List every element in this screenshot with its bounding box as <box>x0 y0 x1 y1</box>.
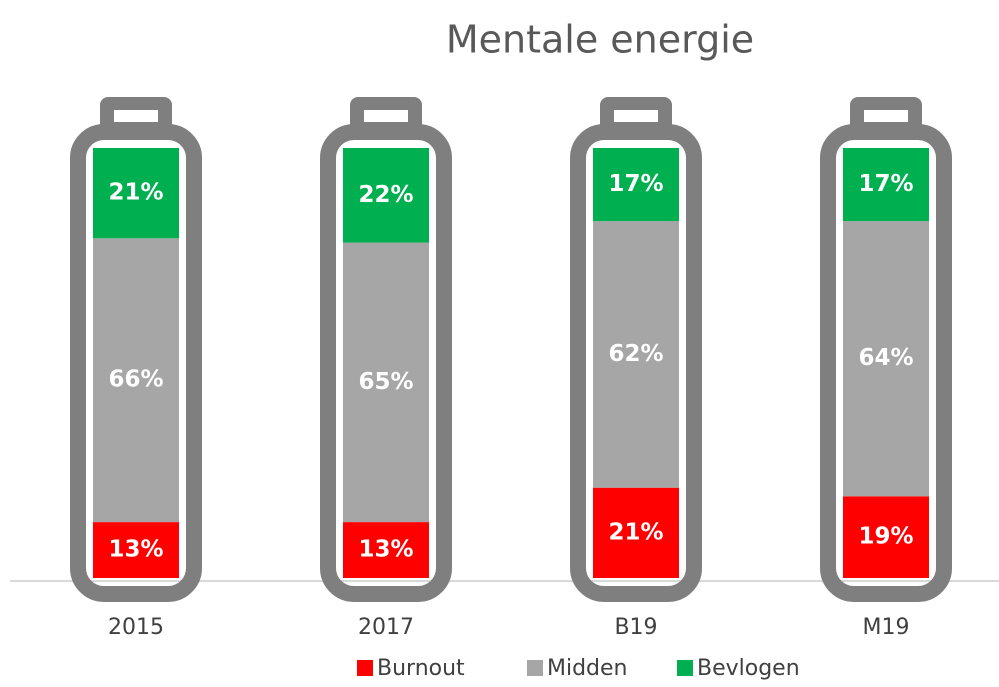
x-tick-label: B19 <box>614 615 657 640</box>
value-label: 22% <box>358 182 413 208</box>
bar-segment <box>593 487 679 578</box>
battery-cap-hole <box>364 110 408 122</box>
bar-segment <box>343 522 429 578</box>
value-label: 13% <box>108 537 163 563</box>
bar-segment <box>93 522 179 578</box>
bar-segment <box>343 242 429 523</box>
x-tick-label: M19 <box>863 615 910 640</box>
legend-swatch <box>357 660 373 676</box>
value-label: 17% <box>608 171 663 197</box>
legend-label: Burnout <box>377 656 465 681</box>
bar-segment <box>843 148 929 222</box>
legend-label: Bevlogen <box>697 656 800 681</box>
value-label: 21% <box>608 519 663 545</box>
value-label: 21% <box>108 180 163 206</box>
value-label: 19% <box>858 524 913 550</box>
value-label: 64% <box>858 345 913 371</box>
legend-label: Midden <box>547 656 628 681</box>
value-label: 66% <box>108 367 163 393</box>
bar-segment <box>93 238 179 523</box>
legend-swatch <box>677 660 693 676</box>
battery-cap-hole <box>864 110 908 122</box>
value-label: 13% <box>358 537 413 563</box>
battery-cap-hole <box>114 110 158 122</box>
bar-segment <box>93 148 179 239</box>
value-label: 17% <box>858 171 913 197</box>
bar-segment <box>843 221 929 497</box>
bar-segment <box>593 221 679 488</box>
x-tick-label: 2015 <box>108 615 164 640</box>
bar-segment <box>343 148 429 243</box>
value-label: 65% <box>358 369 413 395</box>
battery-cap-hole <box>614 110 658 122</box>
chart-title: Mentale energie <box>446 18 754 62</box>
bar-segment <box>593 148 679 222</box>
value-label: 62% <box>608 341 663 367</box>
legend-swatch <box>527 660 543 676</box>
x-tick-label: 2017 <box>358 615 414 640</box>
bar-segment <box>843 496 929 578</box>
